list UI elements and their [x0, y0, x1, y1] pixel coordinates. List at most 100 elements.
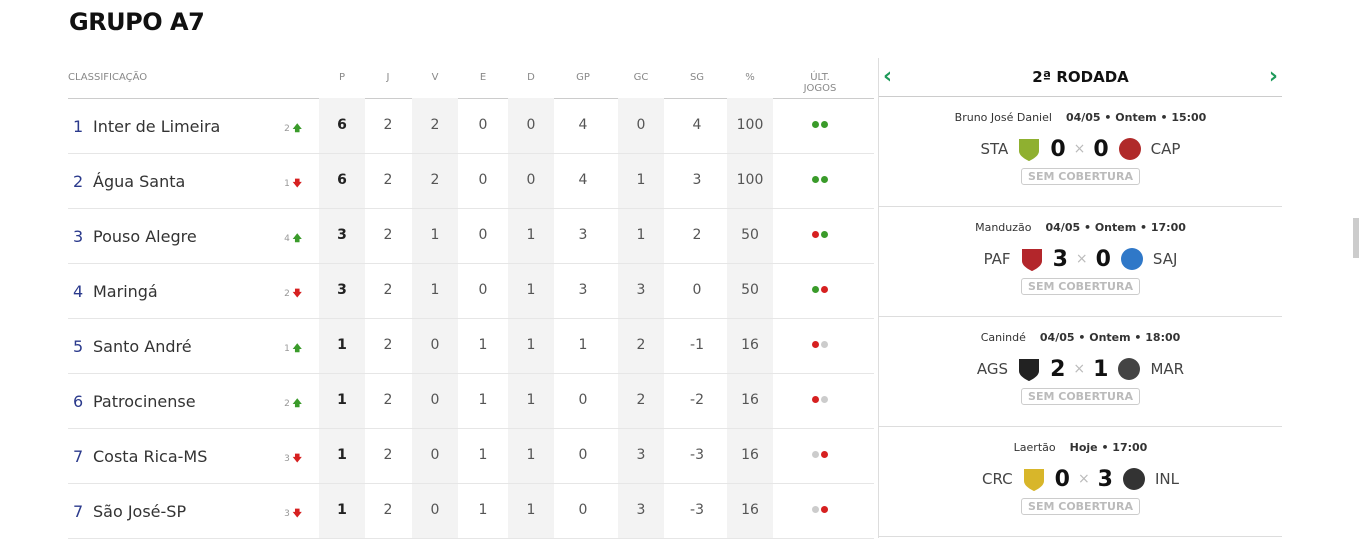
- position: 6: [73, 392, 84, 411]
- match-card[interactable]: Canindé 04/05 • Ontem • 18:00 AGS 2 × 1 MA…: [879, 317, 1282, 427]
- cell-pct: 16: [741, 447, 759, 463]
- versus-icon: ×: [1073, 361, 1086, 377]
- cell-pct: 50: [741, 227, 759, 243]
- cell-v: 0: [430, 337, 440, 353]
- no-coverage-badge: SEM COBERTURA: [1021, 278, 1140, 295]
- away-crest-icon: [1122, 468, 1145, 490]
- cell-gp: 3: [578, 282, 588, 298]
- no-coverage-badge: SEM COBERTURA: [1021, 498, 1140, 515]
- team-name[interactable]: Pouso Alegre: [93, 227, 197, 246]
- home-crest-icon: [1019, 359, 1040, 381]
- cell-v: 0: [430, 502, 440, 518]
- chevron-right-icon[interactable]: ›: [1268, 64, 1278, 89]
- cell-e: 1: [478, 447, 488, 463]
- table-row[interactable]: 4 Maringá 2 🡇 3 2 1 0 1 3 3 0 50: [68, 264, 874, 319]
- cell-gc: 1: [636, 172, 646, 188]
- cell-d: 1: [526, 227, 536, 243]
- chevron-left-icon[interactable]: ‹: [883, 64, 893, 89]
- table-row[interactable]: 7 Costa Rica-MS 3 🡇 1 2 0 1 1 0 3 -3 16: [68, 429, 874, 484]
- result-draw-dot: [812, 451, 819, 458]
- table-row[interactable]: 5 Santo André 1 🡅 1 2 0 1 1 1 2 -1 16: [68, 319, 874, 374]
- last-games: [811, 501, 829, 517]
- versus-icon: ×: [1073, 141, 1086, 157]
- change-value: 1: [284, 344, 290, 354]
- standings-table: CLASSIFICAÇÃO P J V E D GP GC SG% ÚLT. JOGOS 1 In…: [68, 58, 874, 539]
- header-gp: GP: [576, 72, 590, 83]
- cell-j: 2: [383, 337, 393, 353]
- result-draw-dot: [812, 506, 819, 513]
- change-value: 3: [284, 509, 290, 519]
- match-time: 04/05 • Ontem • 15:00: [1065, 111, 1207, 124]
- cell-d: 1: [526, 392, 536, 408]
- team-name[interactable]: Inter de Limeira: [93, 117, 221, 136]
- arrow-up-icon: 🡅: [292, 234, 302, 244]
- cell-e: 1: [478, 392, 488, 408]
- team-name[interactable]: Santo André: [93, 337, 192, 356]
- last-games: [811, 281, 829, 297]
- round-panel: ‹ 2ª RODADA › Bruno José Daniel 04/05 • O…: [878, 58, 1282, 538]
- position-change: 4 🡅: [284, 231, 302, 247]
- cell-gc: 0: [636, 117, 646, 133]
- position-change: 2 🡅: [284, 396, 302, 412]
- table-row[interactable]: 7 São José-SP 3 🡇 1 2 0 1 1 0 3 -3 16: [68, 484, 874, 539]
- cell-sg: -2: [690, 392, 704, 408]
- result-win-dot: [821, 176, 828, 183]
- cell-gc: 2: [636, 392, 646, 408]
- team-name[interactable]: Patrocinense: [93, 392, 196, 411]
- cell-j: 2: [383, 117, 393, 133]
- venue: Manduzão: [975, 221, 1032, 234]
- venue: Laertão: [1013, 441, 1056, 454]
- cell-sg: -3: [690, 447, 704, 463]
- no-coverage-badge: SEM COBERTURA: [1021, 168, 1140, 185]
- table-row[interactable]: 3 Pouso Alegre 4 🡅 3 2 1 0 1 3 1 2 50: [68, 209, 874, 264]
- table-row[interactable]: 2 Água Santa 1 🡇 6 2 2 0 0 4 1 3 100: [68, 154, 874, 209]
- home-score: 0: [1050, 136, 1066, 162]
- home-team: AGS: [976, 360, 1009, 378]
- cell-pct: 16: [741, 392, 759, 408]
- versus-icon: ×: [1075, 251, 1088, 267]
- away-score: 1: [1093, 356, 1109, 382]
- cell-v: 1: [430, 282, 440, 298]
- cell-e: 0: [478, 227, 488, 243]
- cell-j: 2: [383, 447, 393, 463]
- team-name[interactable]: São José-SP: [93, 502, 187, 521]
- page-title: GRUPO A7: [69, 8, 205, 36]
- match-card[interactable]: Bruno José Daniel 04/05 • Ontem • 15:00 S…: [879, 97, 1282, 207]
- away-crest-icon: [1120, 248, 1143, 270]
- change-value: 1: [284, 179, 290, 189]
- match-card[interactable]: Manduzão 04/05 • Ontem • 17:00 PAF 3 × 0 S…: [879, 207, 1282, 317]
- header-classificacao: CLASSIFICAÇÃO: [68, 72, 148, 83]
- no-coverage-badge: SEM COBERTURA: [1021, 388, 1140, 405]
- result-draw-dot: [821, 341, 828, 348]
- arrow-down-icon: 🡇: [292, 509, 302, 519]
- header-%: %: [745, 72, 755, 83]
- cell-gp: 4: [578, 117, 588, 133]
- team-name[interactable]: Costa Rica-MS: [93, 447, 208, 466]
- cell-gp: 3: [578, 227, 588, 243]
- cell-d: 1: [526, 337, 536, 353]
- cell-d: 1: [526, 447, 536, 463]
- table-header: CLASSIFICAÇÃO P J V E D GP GC SG% ÚLT. JOGOS: [68, 58, 874, 99]
- table-row[interactable]: 1 Inter de Limeira 2 🡅 6 2 2 0 0 4 0 4 100: [68, 99, 874, 154]
- cell-p: 6: [337, 172, 347, 188]
- result-loss-dot: [812, 341, 819, 348]
- cell-j: 2: [383, 502, 393, 518]
- position: 1: [73, 117, 84, 136]
- position: 7: [73, 447, 84, 466]
- cell-p: 1: [337, 337, 347, 353]
- scrollbar[interactable]: [1353, 218, 1359, 258]
- position-change: 2 🡅: [284, 121, 302, 137]
- cell-gp: 0: [578, 392, 588, 408]
- team-name[interactable]: Água Santa: [93, 172, 186, 191]
- away-score: 3: [1097, 466, 1113, 492]
- cell-v: 1: [430, 227, 440, 243]
- home-score: 2: [1050, 356, 1066, 382]
- table-row[interactable]: 6 Patrocinense 2 🡅 1 2 0 1 1 0 2 -2 16: [68, 374, 874, 429]
- cell-gp: 0: [578, 502, 588, 518]
- match-time: 04/05 • Ontem • 17:00: [1045, 221, 1186, 234]
- home-score: 0: [1054, 466, 1070, 492]
- team-name[interactable]: Maringá: [93, 282, 158, 301]
- match-card[interactable]: Laertão Hoje • 17:00 CRC 0 × 3 INL SEM COB…: [879, 427, 1282, 537]
- cell-p: 6: [337, 117, 347, 133]
- versus-icon: ×: [1077, 471, 1090, 487]
